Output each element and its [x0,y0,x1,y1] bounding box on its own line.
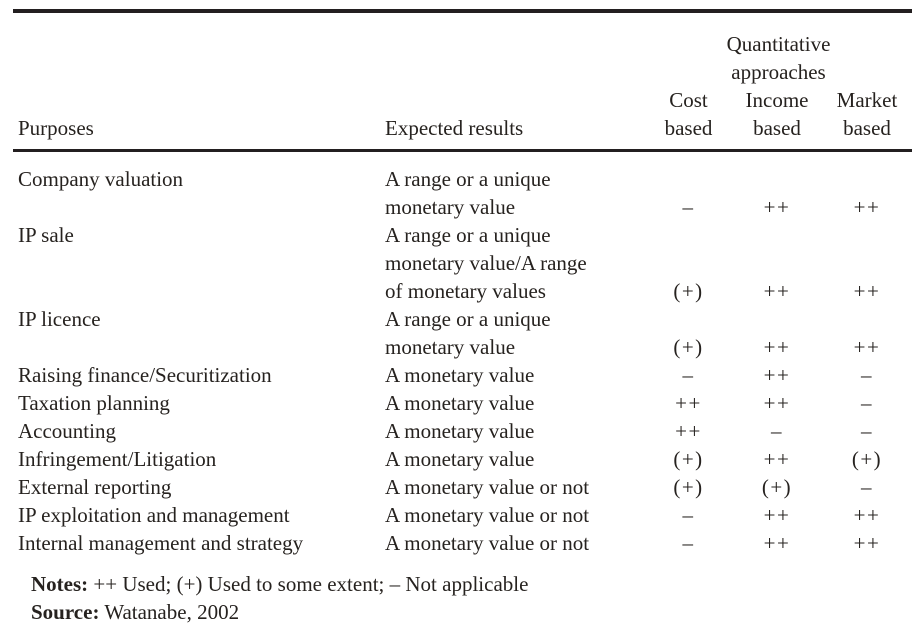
income-based-cell: ++ [763,363,791,387]
group-header-spacer [13,11,645,86]
income-based-cell: – [771,419,783,443]
cost-based-cell: (+) [673,335,704,359]
table-body: Company valuation A range or a unique mone… [13,151,912,558]
expected-results-line: A monetary value [385,447,535,471]
expected-results-cell: A monetary value [385,445,645,473]
expected-results-line: A monetary value [385,391,535,415]
expected-results-line: A range or a unique [385,223,551,247]
income-based-column-header: Income based [732,86,822,152]
cost-based-cell: (+) [673,279,704,303]
column-header-row: Purposes Expected results Cost based Inc… [13,86,912,152]
income-based-cell: (+) [761,475,793,499]
purpose-cell: Raising finance/Securitization [18,363,272,387]
table-row: IP exploitation and management A monetary… [13,501,912,529]
market-based-cell: – [861,363,873,387]
expected-results-cell: A monetary value or not [385,473,645,501]
table-row: External reporting A monetary value or no… [13,473,912,501]
expected-results-line: A monetary value or not [385,475,590,499]
cost-based-column-header: Cost based [645,86,732,152]
table-row: Accounting A monetary value ++ – – [13,417,912,445]
market-based-cell: (+) [851,447,883,471]
purpose-cell: IP exploitation and management [18,503,290,527]
purpose-cell: IP licence [18,307,101,331]
group-header-cell: Quantitative approaches [645,11,912,86]
purpose-cell: IP sale [18,223,74,247]
cost-based-cell: – [682,503,695,527]
purposes-column-header: Purposes [13,86,385,152]
market-based-cell: – [861,419,873,443]
table-row: Internal management and strategy A moneta… [13,529,912,557]
purpose-cell: External reporting [18,475,172,499]
expected-results-line: monetary value [385,335,516,359]
purpose-cell: Internal management and strategy [18,531,304,555]
market-based-cell: ++ [853,279,881,303]
table-row: IP sale A range or a unique monetary value… [13,221,912,305]
expected-results-cell: A monetary value or not [385,501,645,529]
expected-results-line: monetary value [385,195,516,219]
purpose-cell: Accounting [18,419,116,443]
expected-results-cell: A monetary value [385,361,645,389]
market-based-cell: ++ [853,503,881,527]
expected-results-cell: A range or a unique monetary value/A rang… [385,221,645,305]
expected-results-line: A monetary value or not [385,531,590,555]
purpose-cell: Company valuation [18,167,184,191]
income-based-cell: ++ [763,279,791,303]
income-based-cell: ++ [763,335,791,359]
income-based-cell: ++ [763,195,791,219]
table-row: IP licence A range or a unique monetary va… [13,305,912,361]
purpose-cell: Infringement/Litigation [18,447,217,471]
table-row: Company valuation A range or a unique mone… [13,151,912,222]
expected-results-cell: A monetary value [385,417,645,445]
expected-results-line: of monetary values [385,279,546,303]
expected-results-cell: A range or a unique monetary value [385,305,645,361]
expected-results-column-header: Expected results [385,86,645,152]
expected-results-line: A monetary value [385,363,535,387]
market-based-cell: – [861,391,873,415]
table-row: Raising finance/Securitization A monetary… [13,361,912,389]
expected-results-cell: A range or a unique monetary value [385,151,645,222]
expected-results-line: A monetary value [385,419,535,443]
market-based-column-header: Market based [822,86,912,152]
table-row: Taxation planning A monetary value ++ ++ – [13,389,912,417]
market-based-cell: – [861,475,873,499]
cost-based-cell: ++ [675,419,702,443]
notes-text: ++ Used; (+) Used to some extent; – Not … [93,572,529,596]
table-footnotes: Notes: ++ Used; (+) Used to some extent;… [31,570,912,626]
expected-results-cell: A monetary value [385,389,645,417]
purpose-cell: Taxation planning [18,391,170,415]
source-text: Watanabe, 2002 [104,600,240,624]
cost-based-cell: – [682,363,695,387]
source-label: Source: [31,600,100,624]
notes-label: Notes: [31,572,89,596]
cost-based-cell: (+) [673,447,704,471]
expected-results-line: A monetary value or not [385,503,590,527]
cost-based-cell: (+) [673,475,704,499]
group-header-row: Quantitative approaches [13,11,912,86]
notes-line: Notes: ++ Used; (+) Used to some extent;… [31,570,912,598]
group-header-label: Quantitative approaches [726,32,831,84]
market-based-cell: ++ [853,335,881,359]
income-based-cell: ++ [763,531,791,555]
income-based-cell: ++ [763,503,791,527]
market-based-cell: ++ [853,531,881,555]
expected-results-line: A range or a unique [385,167,551,191]
income-based-cell: ++ [763,391,791,415]
table-header: Quantitative approaches Purposes Expecte… [13,11,912,152]
table-row: Infringement/Litigation A monetary value (… [13,445,912,473]
expected-results-line: monetary value/A range [385,251,587,275]
expected-results-cell: A monetary value or not [385,529,645,557]
cost-based-cell: – [682,195,695,219]
income-based-cell: ++ [763,447,791,471]
expected-results-line: A range or a unique [385,307,551,331]
market-based-cell: ++ [853,195,881,219]
valuation-approaches-table: Quantitative approaches Purposes Expecte… [13,9,912,557]
cost-based-cell: ++ [675,391,702,415]
source-line: Source: Watanabe, 2002 [31,598,912,626]
cost-based-cell: – [682,531,695,555]
